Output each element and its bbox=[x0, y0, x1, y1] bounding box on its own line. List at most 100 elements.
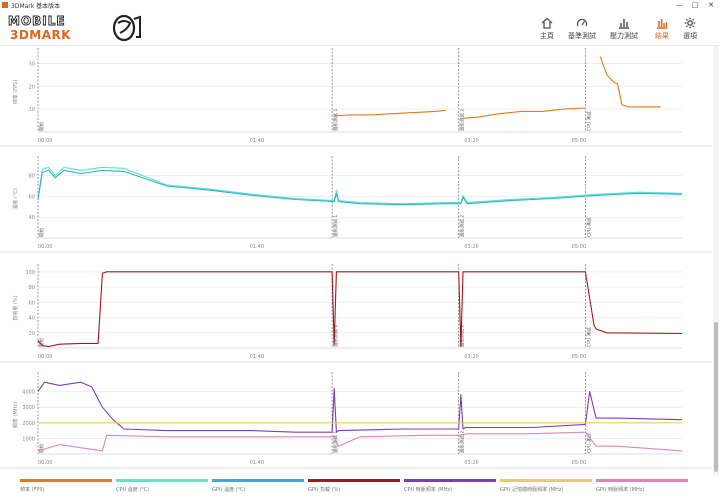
legend-item-gpu-freq: GPU 時脈頻率 (MHz) bbox=[596, 479, 688, 493]
y-axis-label: 溫度 (°C) bbox=[12, 188, 19, 210]
legend-label: 幀率 (FPS) bbox=[20, 487, 45, 493]
y-tick-label: 60 bbox=[29, 300, 35, 306]
y-tick-label: 40 bbox=[29, 316, 35, 322]
mobile-3dmark-logo: MOBILE 3DMARK bbox=[8, 14, 141, 42]
y-tick-label: 40 bbox=[29, 215, 35, 221]
x-tick-label: 01:40 bbox=[250, 244, 264, 250]
y-tick-label: 80 bbox=[29, 285, 35, 291]
x-tick-label: 00:00 bbox=[38, 460, 52, 466]
x-tick-label: 01:40 bbox=[250, 354, 264, 360]
x-tick-label: 05:00 bbox=[572, 460, 586, 466]
y-axis-label: 負荷量 (%) bbox=[12, 295, 19, 320]
x-tick-label: 05:00 bbox=[572, 244, 586, 250]
nav-stress-tests[interactable]: 壓力測試 bbox=[607, 15, 641, 43]
y-tick-label: 4000 bbox=[22, 390, 35, 396]
logo-line2: 3DMARK bbox=[10, 28, 71, 42]
nav-options[interactable]: 選項 bbox=[673, 15, 707, 43]
legend-item-cpu-temp: CPU 溫度 (°C) bbox=[116, 479, 208, 493]
test-marker-label: CPU 測試 bbox=[585, 327, 592, 347]
x-tick-label: 05:00 bbox=[572, 138, 586, 144]
test-marker-label: 開始 bbox=[38, 122, 45, 131]
results-icon bbox=[657, 19, 668, 29]
logo-mark-icon bbox=[112, 14, 141, 42]
home-icon bbox=[541, 17, 553, 29]
chart-legend: 幀率 (FPS) CPU 溫度 (°C) GPU 溫度 (°C) GPU 負載 … bbox=[0, 476, 712, 500]
y-tick-label: 20 bbox=[29, 331, 35, 337]
scrollbar-track[interactable] bbox=[713, 46, 719, 476]
legend-item-fps: 幀率 (FPS) bbox=[20, 479, 112, 493]
legend-label: CPU 溫度 (°C) bbox=[116, 487, 150, 493]
x-tick-label: 03:20 bbox=[464, 138, 478, 144]
maximize-button[interactable]: □ bbox=[691, 1, 699, 9]
nav-results-label: 結果 bbox=[655, 32, 669, 40]
nav-options-label: 選項 bbox=[683, 32, 697, 40]
legend-label: CPU 時脈頻率 (MHz) bbox=[404, 487, 452, 493]
x-tick-label: 00:00 bbox=[38, 244, 52, 250]
x-tick-label: 03:20 bbox=[464, 354, 478, 360]
chart-panel: 10 20 30 幀率 (FPS) 00:00 01:40 03:20 05:00 開始 圖形測試… bbox=[0, 48, 712, 147]
test-marker-label: CPU 測試 bbox=[585, 433, 592, 453]
x-tick-label: 01:40 bbox=[250, 460, 264, 466]
x-tick-label: 01:40 bbox=[250, 138, 264, 144]
x-tick-label: 05:00 bbox=[572, 354, 586, 360]
chart-panel: 40 60 80 溫度 (°C) 00:00 01:40 03:20 05:00 開始 圖形測試 … bbox=[0, 156, 712, 253]
series-line-fps bbox=[334, 109, 446, 117]
test-marker-label: 開始 bbox=[38, 444, 45, 453]
legend-label: GPU 時脈頻率 (MHz) bbox=[596, 487, 645, 493]
x-tick-label: 00:00 bbox=[38, 354, 52, 360]
app-header: MOBILE 3DMARK 主頁 基準測試 壓力測試 結果 選項 bbox=[0, 10, 720, 46]
test-marker-label: CPU 測試 bbox=[585, 111, 592, 131]
test-marker-label: 圖形測試 1 bbox=[332, 431, 339, 453]
legend-label: GPU 溫度 (°C) bbox=[212, 487, 246, 493]
test-marker-label: 圖形測試 1 bbox=[332, 325, 339, 347]
legend-label: GPU 記憶體時脈頻率 (MHz) bbox=[500, 487, 564, 493]
y-axis-label: 頻率 (MHz) bbox=[12, 402, 19, 428]
series-line-gpu_load bbox=[37, 271, 683, 348]
nav-benchmarks-label: 基準測試 bbox=[568, 32, 596, 40]
logo-line1: MOBILE bbox=[8, 14, 66, 28]
nav-benchmarks[interactable]: 基準測試 bbox=[565, 15, 599, 43]
legend-label: GPU 負載 (%) bbox=[308, 487, 341, 493]
app-icon bbox=[2, 2, 8, 8]
y-axis-label: 幀率 (FPS) bbox=[12, 80, 19, 105]
series-line-fps bbox=[462, 107, 586, 119]
x-tick-label: 00:00 bbox=[38, 138, 52, 144]
y-tick-label: 60 bbox=[29, 194, 35, 200]
legend-item-cpu-freq: CPU 時脈頻率 (MHz) bbox=[404, 479, 496, 493]
y-tick-label: 20 bbox=[29, 84, 35, 90]
legend-item-gpu-temp: GPU 溫度 (°C) bbox=[212, 479, 304, 493]
bar-chart-icon bbox=[619, 19, 629, 29]
x-tick-label: 03:20 bbox=[464, 244, 478, 250]
legend-item-gpu-mem-freq: GPU 記憶體時脈頻率 (MHz) bbox=[500, 479, 592, 493]
scrollbar-thumb[interactable] bbox=[714, 322, 718, 472]
chart-panel: 20 40 60 80 100 負荷量 (%) 00:00 01:40 03:20 05:00 開始… bbox=[0, 264, 712, 363]
y-tick-label: 100 bbox=[25, 270, 35, 276]
monitoring-charts[interactable]: 10 20 30 幀率 (FPS) 00:00 01:40 03:20 05:00 開始 圖形測試… bbox=[0, 46, 712, 476]
window-title: 3DMark 基本版本 bbox=[11, 3, 61, 10]
test-marker-label: CPU 測試 bbox=[585, 217, 592, 237]
y-tick-label: 1000 bbox=[22, 436, 35, 442]
series-line-cpu_freq bbox=[37, 381, 683, 433]
series-line-fps bbox=[599, 56, 661, 108]
test-marker-label: 圖形測試 2 bbox=[459, 431, 466, 453]
nav-stress-tests-label: 壓力測試 bbox=[610, 32, 638, 40]
nav-results[interactable]: 結果 bbox=[645, 15, 679, 43]
test-marker-label: 圖形測試 1 bbox=[332, 215, 339, 237]
x-tick-label: 03:20 bbox=[464, 460, 478, 466]
test-marker-label: 圖形測試 2 bbox=[459, 325, 466, 347]
test-marker-label: 圖形測試 2 bbox=[459, 109, 466, 131]
series-line-gpu_temp bbox=[37, 169, 683, 206]
test-marker-label: 圖形測試 2 bbox=[459, 215, 466, 237]
y-tick-label: 80 bbox=[29, 174, 35, 180]
legend-item-gpu-load: GPU 負載 (%) bbox=[308, 479, 400, 493]
minimize-button[interactable]: — bbox=[675, 1, 683, 9]
test-marker-label: 開始 bbox=[38, 338, 45, 347]
y-tick-label: 2000 bbox=[22, 421, 35, 427]
series-line-gpu_freq bbox=[37, 431, 683, 452]
y-tick-label: 3000 bbox=[22, 405, 35, 411]
nav-home[interactable]: 主頁 bbox=[530, 15, 564, 43]
close-button[interactable]: ✕ bbox=[708, 1, 714, 9]
gear-icon bbox=[684, 17, 696, 29]
